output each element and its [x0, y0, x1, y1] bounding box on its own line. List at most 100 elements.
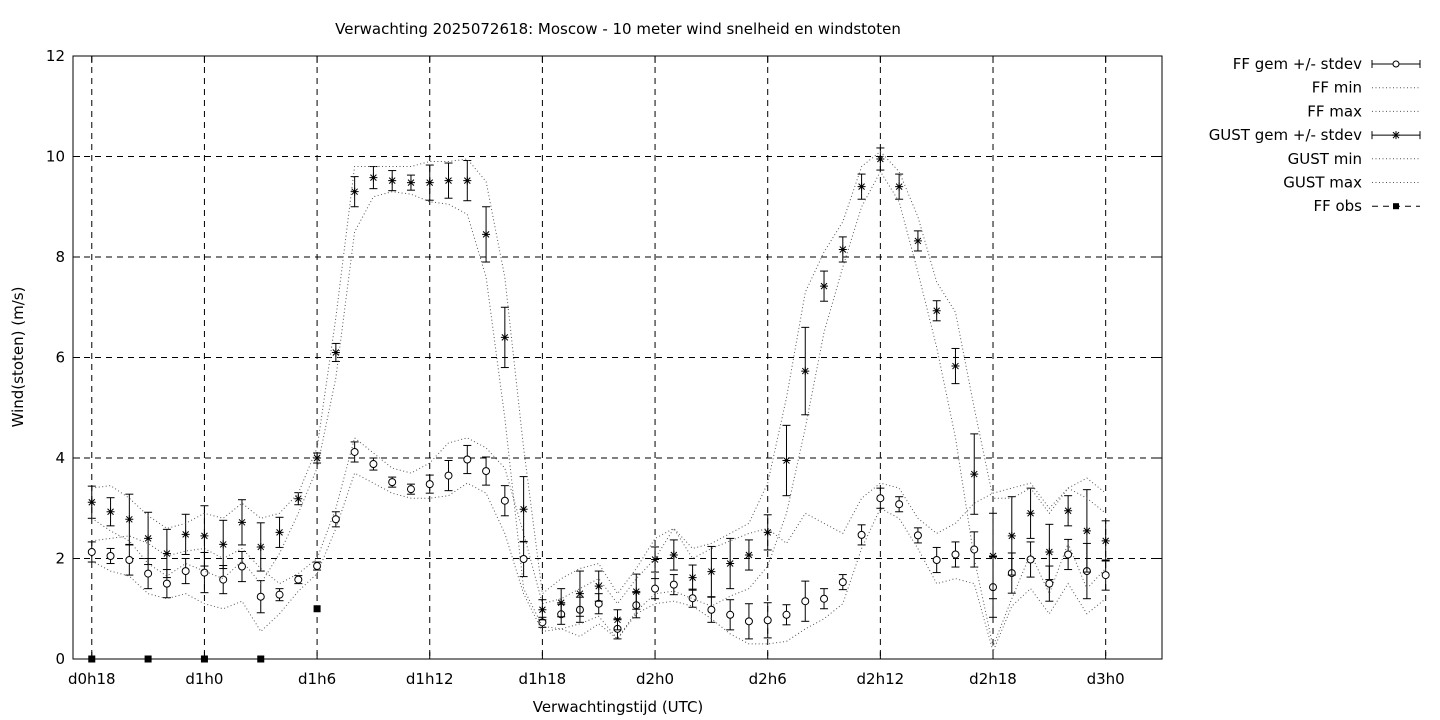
data-point [1045, 547, 1054, 556]
data-point [951, 550, 960, 559]
legend: FF gem +/- stdev FF min FF max GUST gem +/-… [1209, 55, 1421, 215]
legend-label: GUST max [1283, 174, 1362, 192]
y-tick-label: 10 [46, 148, 65, 166]
series-line-gust-min [91, 170, 1107, 649]
x-tick-label: d3h0 [1087, 670, 1125, 688]
data-point [970, 545, 979, 554]
data-point [951, 362, 960, 371]
data-point [594, 582, 603, 591]
data-point [369, 460, 378, 469]
data-point [1007, 531, 1016, 540]
legend-label: FF min [1312, 79, 1362, 97]
y-tick-label: 12 [46, 47, 65, 65]
data-point [519, 555, 528, 564]
y-tick-label: 6 [55, 349, 65, 367]
data-point [444, 176, 453, 185]
data-point [688, 573, 697, 582]
data-point [275, 590, 284, 599]
legend-marker [1392, 60, 1400, 68]
data-point [331, 515, 340, 524]
series-layer [87, 147, 1110, 663]
data-point [200, 531, 209, 540]
x-tick-label: d2h0 [636, 670, 674, 688]
data-point [726, 610, 735, 619]
data-point [707, 567, 716, 576]
data-point [1082, 526, 1091, 535]
y-tick-labels: 0 2 4 6 8 10 12 [46, 47, 65, 668]
data-point [1064, 506, 1073, 515]
data-point [406, 178, 415, 187]
data-point [538, 605, 547, 614]
data-point [482, 230, 491, 239]
data-point [237, 518, 246, 527]
data-point [106, 551, 115, 560]
data-point [970, 470, 979, 479]
data-point [125, 515, 134, 524]
data-point [482, 467, 491, 476]
data-point [200, 568, 209, 577]
data-point [219, 540, 228, 549]
x-tick-label: d2h18 [969, 670, 1017, 688]
data-point [932, 556, 941, 565]
data-point [782, 456, 791, 465]
series-gust-gem-stdev [87, 147, 1110, 631]
series-gust-min [91, 170, 1107, 649]
legend-item-gust-max: GUST max [1283, 174, 1420, 192]
data-point [313, 454, 322, 462]
data-point [876, 494, 885, 503]
x-axis-label: Verwachtingstijd (UTC) [533, 698, 704, 716]
x-tick-label: d1h0 [185, 670, 223, 688]
data-point [519, 505, 528, 514]
data-point [557, 598, 566, 607]
legend-item-ff-obs: FF obs [1313, 197, 1420, 215]
data-point [388, 478, 397, 487]
data-point [256, 542, 265, 551]
data-point [838, 245, 847, 254]
data-point [669, 580, 678, 589]
data-point [838, 578, 847, 587]
legend-label: FF gem +/- stdev [1233, 55, 1362, 73]
data-point [801, 367, 810, 376]
data-point [801, 597, 810, 606]
data-point [162, 549, 171, 558]
data-point [294, 575, 303, 584]
data-point [87, 547, 96, 556]
data-point [444, 471, 453, 480]
data-point [1101, 536, 1110, 545]
data-point [632, 587, 641, 596]
chart-title: Verwachting 2025072618: Moscow - 10 mete… [335, 20, 901, 38]
data-point [313, 562, 322, 571]
data-point [219, 575, 228, 584]
data-point [763, 528, 772, 537]
data-point [144, 534, 153, 543]
data-point [820, 282, 829, 291]
y-tick-label: 0 [55, 650, 65, 668]
data-point [669, 550, 678, 559]
data-point [763, 616, 772, 625]
data-point [237, 562, 246, 571]
data-point [181, 530, 190, 539]
x-tick-label: d2h6 [749, 670, 787, 688]
data-point [651, 584, 660, 593]
legend-item-ff-gem-stdev: FF gem +/- stdev [1233, 55, 1421, 73]
x-tick-label: d1h6 [298, 670, 336, 688]
data-point [820, 594, 829, 603]
data-point [1064, 550, 1073, 559]
data-point [932, 306, 941, 315]
data-point [369, 173, 378, 182]
data-point [463, 455, 472, 464]
data-point [425, 178, 434, 187]
data-point [313, 605, 321, 613]
x-tick-labels: d0h18 d1h0 d1h6 d1h12 d1h18 d2h0 d2h6 d2h12 d2h1… [68, 670, 1125, 688]
data-point [744, 617, 753, 626]
legend-label: GUST min [1288, 150, 1362, 168]
x-tick-label: d0h18 [68, 670, 116, 688]
legend-label: FF max [1307, 102, 1362, 120]
legend-item-ff-min: FF min [1312, 79, 1420, 97]
series-gust-max [91, 150, 1107, 595]
data-point [500, 333, 509, 342]
plot-area-border [72, 55, 1163, 660]
data-point [1101, 571, 1110, 580]
data-point [651, 555, 660, 564]
